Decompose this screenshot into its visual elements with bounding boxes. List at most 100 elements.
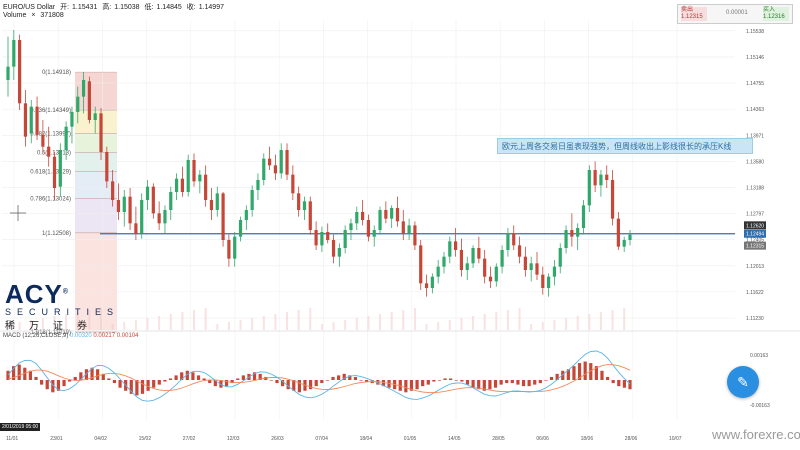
- volume-close-icon[interactable]: ×: [31, 12, 36, 19]
- macd-hist-bar: [421, 380, 425, 387]
- macd-hist-bar: [90, 367, 94, 380]
- candle-body: [291, 174, 295, 194]
- macd-hist-bar: [202, 378, 206, 380]
- sell-price: 1.12315: [681, 14, 703, 20]
- x-tick-label: 23/01: [50, 436, 63, 442]
- candle-body: [483, 258, 487, 277]
- volume-bar: [530, 324, 533, 330]
- buy-button[interactable]: 买入 1.12316: [763, 7, 789, 21]
- macd-hist-bar: [23, 367, 27, 380]
- macd-hist-bar: [112, 380, 117, 384]
- candle-body: [308, 201, 312, 230]
- x-tick-label: 07/04: [315, 436, 328, 442]
- sell-button[interactable]: 卖出 1.12315: [681, 7, 707, 21]
- fib-label: 0.382(1.13997): [30, 132, 71, 138]
- fib-zone-1: [75, 110, 117, 134]
- fib-zone-4: [75, 171, 117, 199]
- candle-body: [407, 225, 411, 234]
- candle-body: [70, 112, 74, 127]
- candle-body: [355, 212, 359, 224]
- candle-body: [279, 150, 283, 174]
- candle-body: [349, 223, 353, 230]
- volume-bar: [41, 318, 44, 330]
- macd-hist-bar: [589, 363, 593, 380]
- macd-hist-bar: [583, 361, 587, 380]
- candle-body: [128, 196, 132, 224]
- candle-body: [372, 230, 376, 237]
- price-marker-label: 1.12494: [746, 232, 764, 238]
- volume-bar: [320, 324, 323, 330]
- crosshair-date: 2/01/2019 05:00: [0, 423, 41, 431]
- volume-bar: [181, 312, 184, 330]
- macd-hist-bar: [51, 380, 55, 393]
- fib-label: 0.618(1.13429): [30, 169, 71, 175]
- draw-tool-button[interactable]: ✎: [727, 366, 759, 398]
- candle-body: [331, 240, 336, 257]
- candle-body: [122, 196, 126, 212]
- candle-body: [151, 186, 155, 214]
- volume-bar: [204, 308, 207, 330]
- candle-body: [76, 96, 80, 112]
- volume-bar: [495, 312, 498, 330]
- macd-hist-bar: [208, 380, 212, 384]
- macd-hist-bar: [594, 366, 598, 380]
- candle-body: [93, 113, 97, 120]
- macd-hist-bar: [252, 372, 257, 380]
- candle-body: [541, 274, 545, 288]
- volume-bar: [506, 310, 509, 330]
- macd-hist-bar: [219, 380, 223, 388]
- macd-hist-bar: [157, 380, 161, 385]
- candle-body: [506, 233, 510, 250]
- x-tick-label: 04/02: [94, 436, 107, 442]
- volume-bar: [76, 312, 79, 330]
- volume-value: 371808: [40, 12, 64, 19]
- volume-bar: [251, 318, 254, 330]
- macd-hist-bar: [477, 380, 481, 390]
- price-marker-box: [744, 241, 766, 250]
- volume-bar: [239, 320, 242, 330]
- macd-hist-bar: [516, 380, 520, 385]
- candle-body: [180, 178, 184, 192]
- macd-hist-bar: [628, 380, 632, 390]
- macd-hist-bar: [359, 380, 363, 381]
- candle-body: [401, 221, 405, 234]
- macd-hist-bar: [101, 373, 105, 380]
- logo-registered: ®: [62, 288, 70, 296]
- volume-bar: [30, 320, 33, 330]
- macd-hist-bar: [521, 380, 526, 387]
- volume-bar: [611, 310, 614, 330]
- x-tick-label: 28/06: [625, 436, 638, 442]
- macd-hist-bar: [544, 380, 548, 381]
- candle-body: [198, 174, 202, 182]
- candle-body: [500, 250, 504, 267]
- candle-body: [273, 165, 278, 174]
- fib-label: 0.786(1.13024): [30, 196, 71, 202]
- volume-bar: [460, 318, 463, 330]
- macd-hist-bar: [163, 380, 167, 382]
- candle-body: [587, 170, 591, 206]
- volume-bar: [146, 318, 149, 330]
- candle-body: [436, 266, 440, 277]
- macd-hist-bar: [241, 375, 245, 380]
- macd-hist-bar: [275, 380, 279, 384]
- candle-body: [204, 174, 208, 200]
- candle-body: [390, 208, 394, 219]
- open-label: 开:: [60, 4, 70, 11]
- logo-sub-text: SECURITIES: [5, 307, 120, 317]
- close-value: 1.14997: [198, 4, 224, 11]
- volume-bar: [379, 314, 382, 330]
- candle-body: [547, 276, 551, 288]
- macd-hist-bar: [533, 380, 537, 385]
- ohlc-header: EURO/US Dollar 开: 1.15431 高: 1.15038 低: 1.1…: [3, 2, 227, 12]
- macd-hist-bar: [79, 372, 83, 380]
- volume-bar: [437, 322, 440, 330]
- macd-label: MACD (12,26,CLOSE,9) 0.00320 0.00217 0.0…: [3, 333, 138, 339]
- candle-body: [448, 241, 452, 257]
- macd-hist-bar: [286, 380, 290, 390]
- macd-hist-bar: [432, 380, 436, 382]
- candle-body: [517, 245, 522, 257]
- candle-body: [477, 248, 481, 259]
- macd-hist-bar: [40, 380, 44, 385]
- candle-body: [285, 150, 289, 175]
